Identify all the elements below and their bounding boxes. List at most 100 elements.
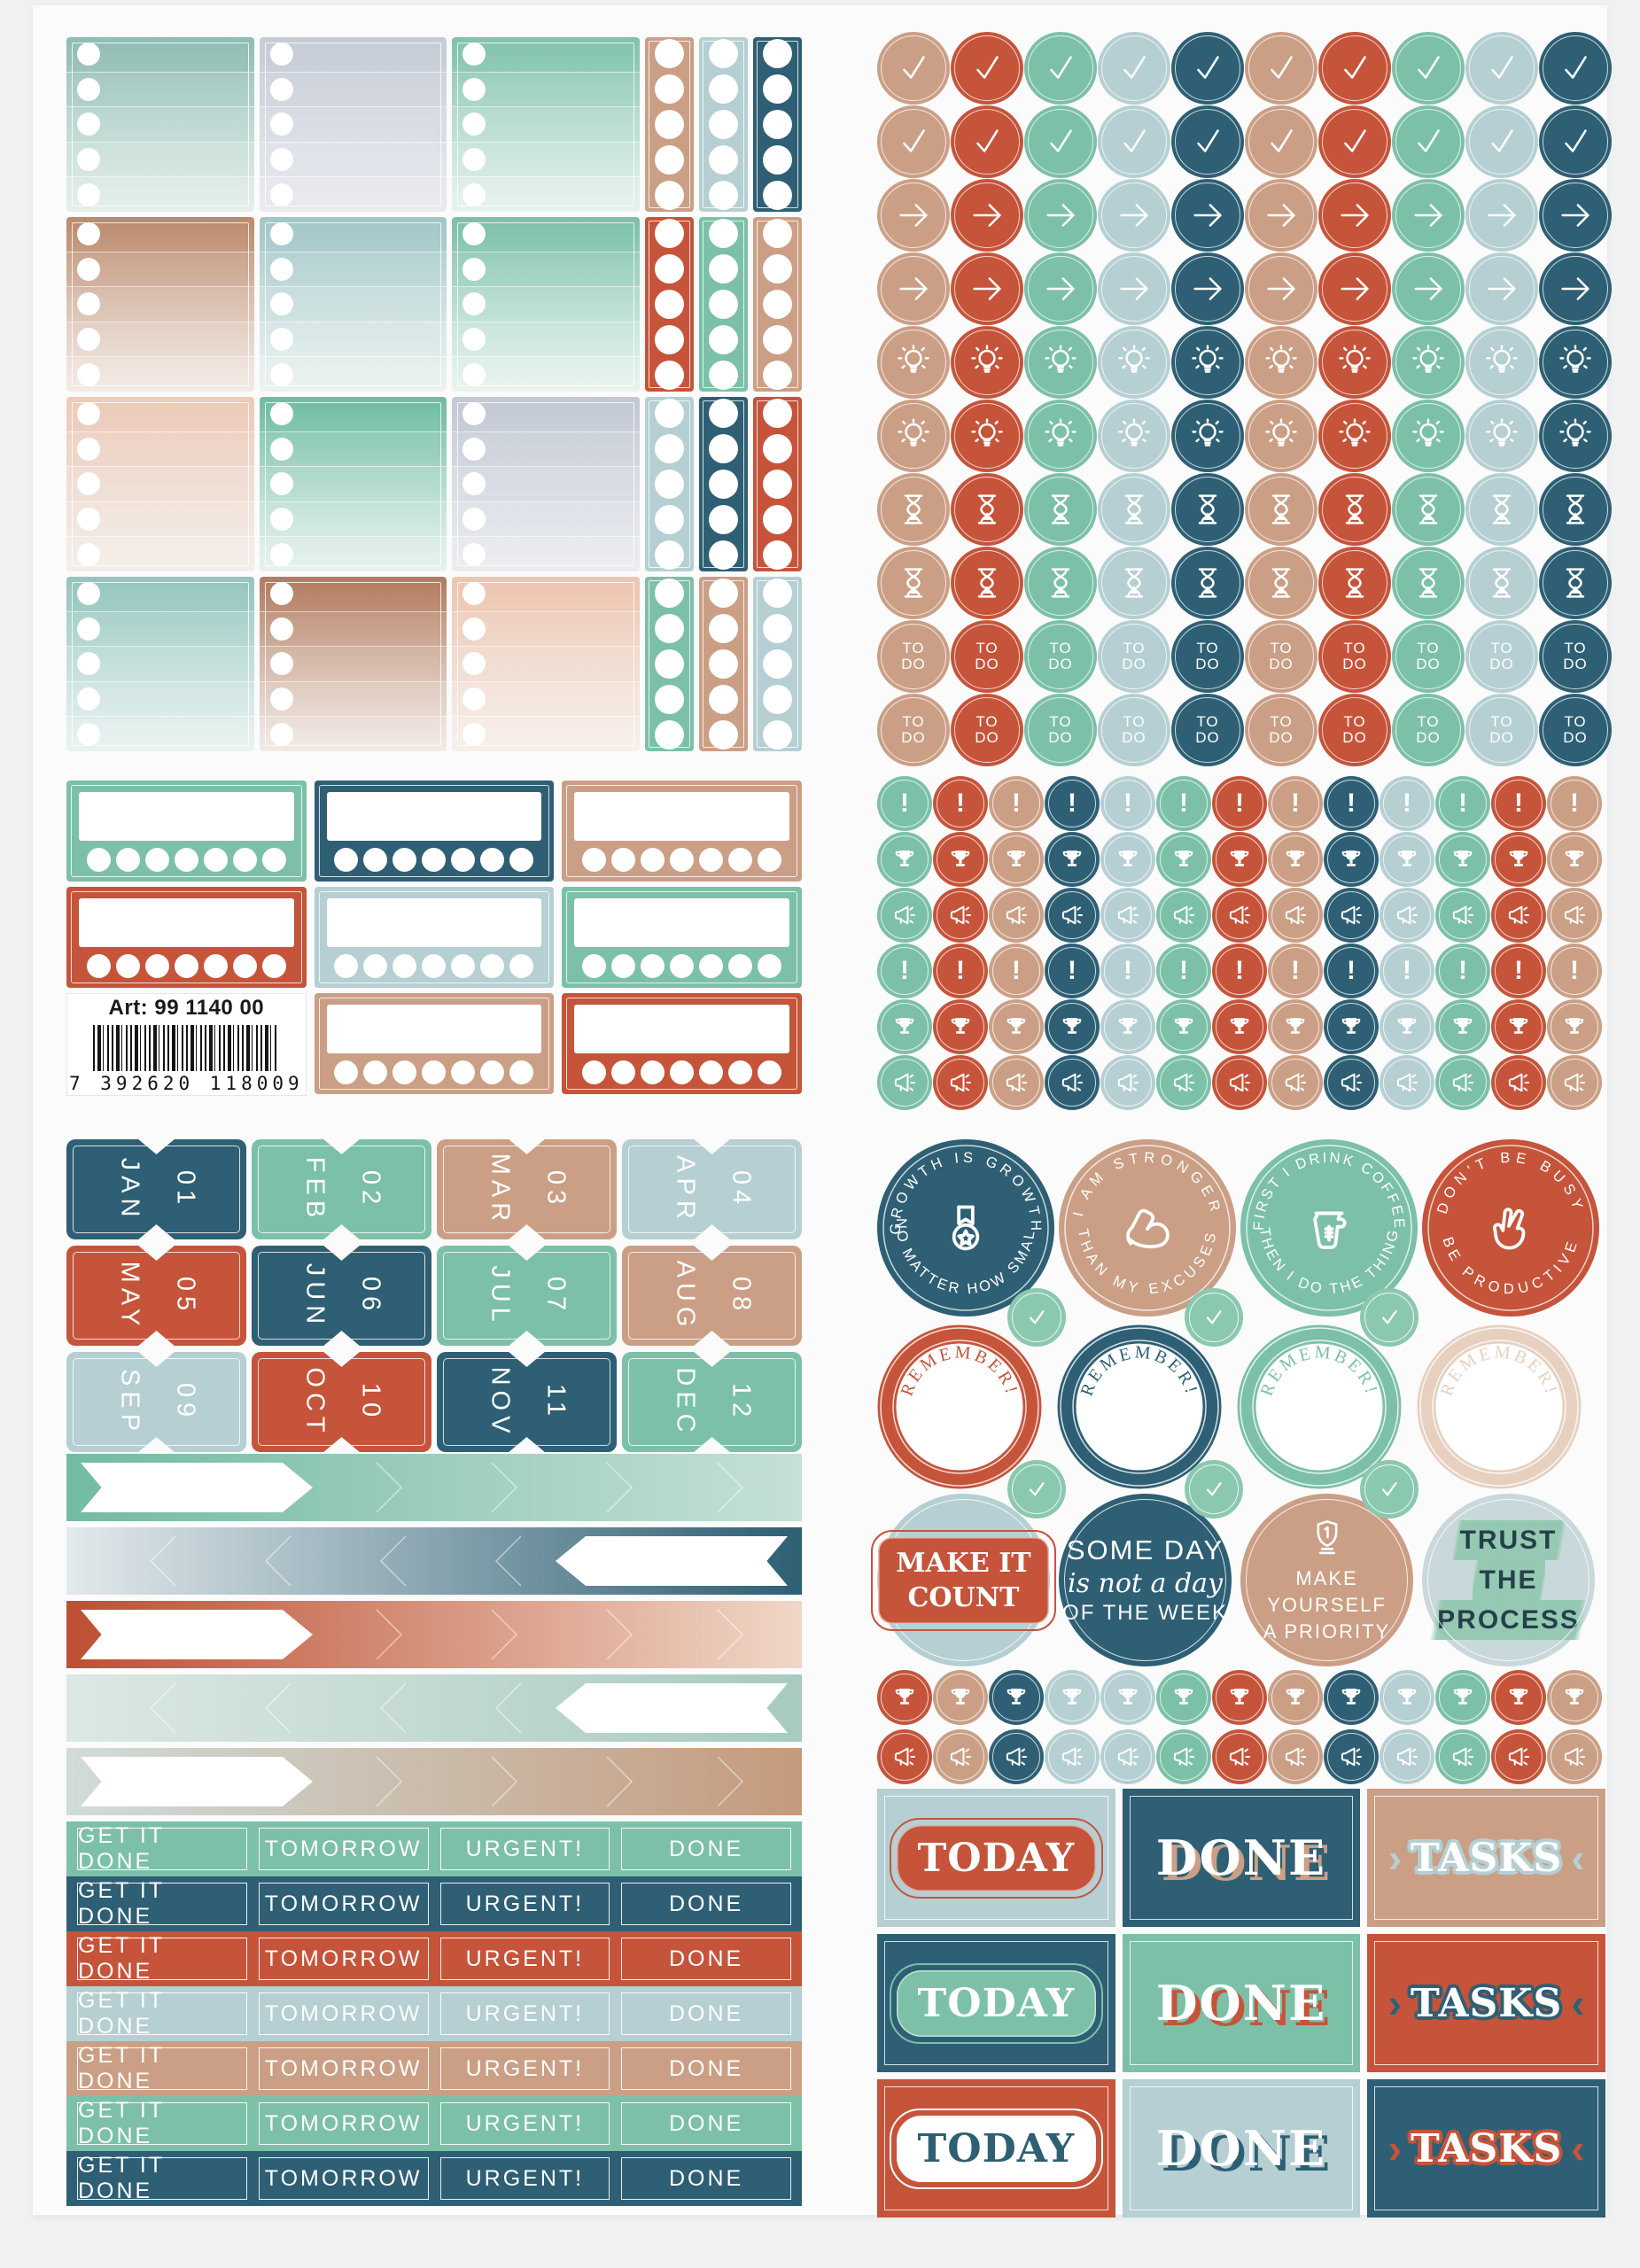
checklist-band — [66, 217, 803, 392]
circle-sticker-check — [1539, 32, 1612, 105]
arrow-icon — [1561, 277, 1589, 300]
circle-sticker-hourglass — [1392, 473, 1465, 546]
strip-dot — [763, 399, 793, 428]
bullet-dot — [462, 687, 486, 711]
small-circle-sticker-trophy — [1156, 832, 1211, 887]
circle-sticker-todo: TO DO — [877, 694, 950, 766]
checklist-box-sticker — [259, 217, 447, 392]
month-name: FEB — [300, 1156, 330, 1223]
tracker-dot — [363, 954, 388, 978]
checklist-box-sticker — [66, 217, 254, 392]
exclamation-text: ! — [1570, 788, 1579, 818]
strip-dot — [655, 39, 685, 68]
small-circle-sticker-mega — [1324, 1055, 1379, 1110]
tracker-dot — [699, 848, 724, 872]
banner-flag — [556, 1683, 788, 1733]
strip-dot — [709, 685, 739, 714]
tracker-dot — [115, 954, 140, 978]
month-name: JUN — [300, 1262, 330, 1329]
tracker-dots — [66, 848, 307, 872]
bullet-dot — [462, 328, 486, 352]
checklist-row — [259, 536, 447, 571]
tracker-dot — [144, 954, 169, 978]
check-icon — [1030, 1310, 1045, 1325]
strip-dot — [763, 720, 793, 750]
small-circle-sticker-mega — [1435, 1055, 1490, 1110]
tracker-dot — [728, 848, 753, 872]
checklist-row — [452, 716, 641, 751]
mega-icon — [1564, 905, 1586, 925]
trophy-icon — [895, 1018, 914, 1034]
bullet-dot — [77, 183, 100, 206]
checklist-row — [259, 501, 447, 537]
mega-icon — [894, 905, 916, 925]
month-tab-apr: APR 04 — [622, 1139, 802, 1239]
small-circle-sticker-excl: ! — [1435, 944, 1490, 998]
tasks-text: TASKS — [1411, 1835, 1563, 1881]
todo-text: TO DO — [1489, 640, 1514, 672]
circle-sticker-arrow — [1245, 252, 1317, 325]
checklist-row — [452, 577, 640, 611]
small-circle-sticker-mega — [1156, 1729, 1211, 1784]
tasks-text: TASKS — [1411, 2125, 1563, 2171]
task-label-row: GET IT DONE TOMORROW URGENT! DONE — [66, 1931, 802, 1986]
tracker-sticker — [314, 781, 555, 882]
circle-sticker-hourglass — [1392, 547, 1465, 619]
checklist-row — [66, 716, 254, 751]
trophy-icon — [1062, 1018, 1082, 1034]
strip-dot — [655, 219, 685, 248]
month-tab-may: MAY 05 — [66, 1246, 246, 1346]
tracker-dots — [562, 848, 802, 872]
strip-dot — [763, 219, 793, 248]
circle-sticker-bulb — [1392, 326, 1465, 399]
exclamation-text: ! — [1068, 788, 1076, 818]
circle-sticker-check — [951, 105, 1023, 178]
mega-icon — [1452, 1747, 1474, 1767]
tracker-sticker — [562, 781, 802, 882]
tracker-sticker — [314, 993, 555, 1094]
small-circle-sticker-excl: ! — [1491, 776, 1546, 831]
arrow-icon — [1120, 277, 1148, 300]
tracker-write-area — [79, 898, 294, 947]
task-label-get-it-done: GET IT DONE — [77, 1823, 247, 1874]
circle-sticker-row — [877, 547, 1612, 620]
small-circle-sticker-mega — [1268, 888, 1323, 943]
small-circle-sticker-trophy — [1212, 1670, 1267, 1725]
strip-dot — [763, 290, 793, 319]
tracker-dots — [562, 1060, 802, 1084]
trophy-icon — [1341, 1018, 1361, 1034]
tracker-dot — [758, 954, 782, 978]
checklist-box-sticker — [66, 397, 254, 571]
strip-dot — [709, 614, 739, 643]
checklist-row — [259, 71, 447, 107]
strip-dot — [763, 254, 793, 284]
bullet-dot — [462, 582, 486, 606]
circle-sticker-hourglass — [1171, 473, 1244, 546]
strip-dot — [655, 720, 685, 750]
checklist-box-sticker — [452, 217, 641, 392]
tracker-dots — [315, 848, 555, 872]
month-number: 07 — [541, 1276, 571, 1316]
circle-sticker-hourglass — [877, 547, 950, 619]
arrow-icon — [1488, 204, 1516, 227]
banner-strip-sticker — [66, 1601, 802, 1668]
circle-sticker-hourglass — [1245, 473, 1317, 546]
checklist-box-sticker — [259, 577, 447, 751]
circle-sticker-check — [951, 32, 1023, 105]
circle-sticker-arrow — [877, 179, 950, 252]
bulb-icon — [1412, 418, 1444, 447]
checklist-row — [452, 610, 641, 647]
month-number: 06 — [356, 1276, 385, 1316]
mega-icon — [1061, 905, 1084, 925]
bulb-icon — [1486, 345, 1518, 373]
task-label-urgent-: URGENT! — [439, 2047, 610, 2090]
big-label-today: TODAY — [877, 1789, 1115, 1927]
circle-sticker-arrow — [951, 179, 1023, 252]
small-circle-sticker-mega — [1491, 888, 1546, 943]
strip-dot — [763, 325, 793, 354]
spacer — [877, 767, 1609, 776]
check-icon — [1418, 56, 1440, 79]
hourglass-icon — [1418, 494, 1438, 524]
dot-strip-sticker — [699, 577, 749, 751]
